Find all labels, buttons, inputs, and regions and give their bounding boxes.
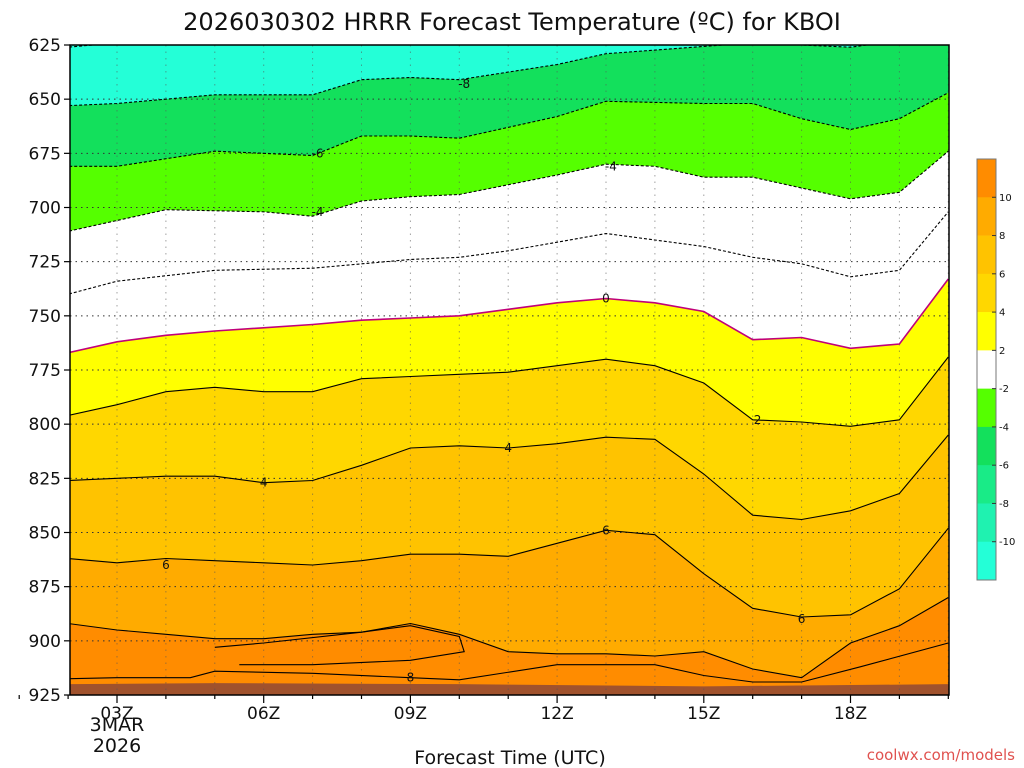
contour-label: 6 (162, 558, 170, 572)
colorbar-swatch (977, 312, 996, 351)
contour-label: 6 (602, 523, 610, 537)
contour-line-7 (70, 434, 949, 521)
y-tick-label: 625 (29, 36, 61, 56)
y-tick-label: 850 (29, 524, 61, 544)
colorbar-swatch (977, 541, 996, 581)
y-tick-label: 750 (29, 307, 61, 327)
contour-label: -8 (458, 77, 470, 91)
colorbar-swatch (977, 503, 996, 543)
y-axis: 625 650 675 700 725 750 775 800 825 850 875 900 925 (29, 36, 70, 706)
fill-region-1 (70, 45, 949, 106)
colorbar-label: 10 (999, 193, 1012, 204)
contour-label: 8 (407, 671, 415, 685)
colorbar-label: 6 (999, 269, 1005, 280)
contour-label: 6 (798, 612, 806, 626)
chart-title: 2026030302 HRRR Forecast Temperature (ºC… (183, 8, 841, 36)
colorbar-label: -10 (999, 537, 1015, 548)
fill-region-top (70, 45, 240, 50)
colorbar-swatch (977, 273, 996, 313)
temperature-fills (70, 45, 949, 678)
colorbar: 10 8 6 4 2 -2 -4 -6 -8 -10 (976, 158, 1015, 581)
contour-label: -4 (312, 205, 324, 219)
colorbar-label: 8 (999, 231, 1005, 242)
x-axis-title: Forecast Time (UTC) (414, 747, 605, 768)
contour-labels: -8 -6 -4 -4 0 2 4 4 6 6 6 8 (162, 77, 805, 685)
contour-line-9 (70, 597, 949, 679)
colorbar-swatch (977, 426, 996, 466)
date-label-day: 3MAR (90, 714, 145, 736)
colorbar-label: -2 (999, 384, 1009, 395)
terrain-layer (70, 683, 949, 695)
colorbar-swatch (977, 465, 996, 504)
y-tick-label: 725 (29, 253, 61, 273)
contour-lines (70, 45, 949, 683)
colorbar-label: 4 (999, 308, 1005, 319)
colorbar-label: 2 (999, 346, 1005, 357)
contour-label: 2 (754, 413, 762, 427)
contour-line-8 (70, 527, 949, 618)
x-tick-label: 15Z (687, 704, 720, 724)
contour-line-4 (70, 211, 949, 295)
y-tick-label: 925 (29, 686, 61, 706)
contour-line-10 (70, 642, 949, 683)
contour-label: 4 (504, 441, 512, 455)
contour-line-5 (70, 278, 949, 354)
contour-line-2 (70, 92, 949, 167)
y-tick-label: 650 (29, 90, 61, 110)
y-tick-label: 900 (29, 632, 61, 652)
contour-label: -6 (312, 146, 324, 160)
x-axis: 03Z 06Z 09Z 12Z 15Z 18Z (18, 695, 949, 724)
y-tick-label: 700 (29, 199, 61, 219)
x-tick-label: 18Z (834, 704, 867, 724)
colorbar-swatch (977, 350, 996, 389)
x-tick-label: 09Z (394, 704, 427, 724)
contour-label: -4 (605, 159, 617, 173)
x-tick-label: 06Z (247, 704, 280, 724)
y-tick-label: 775 (29, 361, 61, 381)
colorbar-swatch (977, 388, 996, 428)
contour-line-6 (70, 356, 949, 427)
contour-line-1 (70, 45, 872, 107)
contour-label: 0 (602, 292, 610, 306)
date-label-year: 2026 (93, 735, 141, 757)
contour-line-8-pocket (214, 625, 465, 666)
colorbar-swatch (977, 197, 996, 236)
y-tick-label: 825 (29, 469, 61, 489)
y-tick-label: 875 (29, 578, 61, 598)
x-tick-label: 03Z (100, 704, 133, 724)
contour-line-3 (70, 150, 949, 232)
terrain-band (70, 683, 949, 695)
contour-label: 4 (260, 476, 268, 490)
x-tick-label: 12Z (540, 704, 573, 724)
colorbar-label: -4 (999, 422, 1009, 433)
colorbar-swatch (977, 159, 996, 198)
colorbar-label: -8 (999, 499, 1009, 510)
plot-area: -8 -6 -4 -4 0 2 4 4 6 6 6 8 (69, 44, 950, 696)
colorbar-frame (976, 158, 997, 581)
credit-text: coolwx.com/models (867, 746, 1015, 764)
colorbar-label: -6 (999, 461, 1009, 472)
y-tick-label: 675 (29, 144, 61, 164)
colorbar-swatch (977, 235, 996, 275)
y-tick-label: 800 (29, 415, 61, 435)
